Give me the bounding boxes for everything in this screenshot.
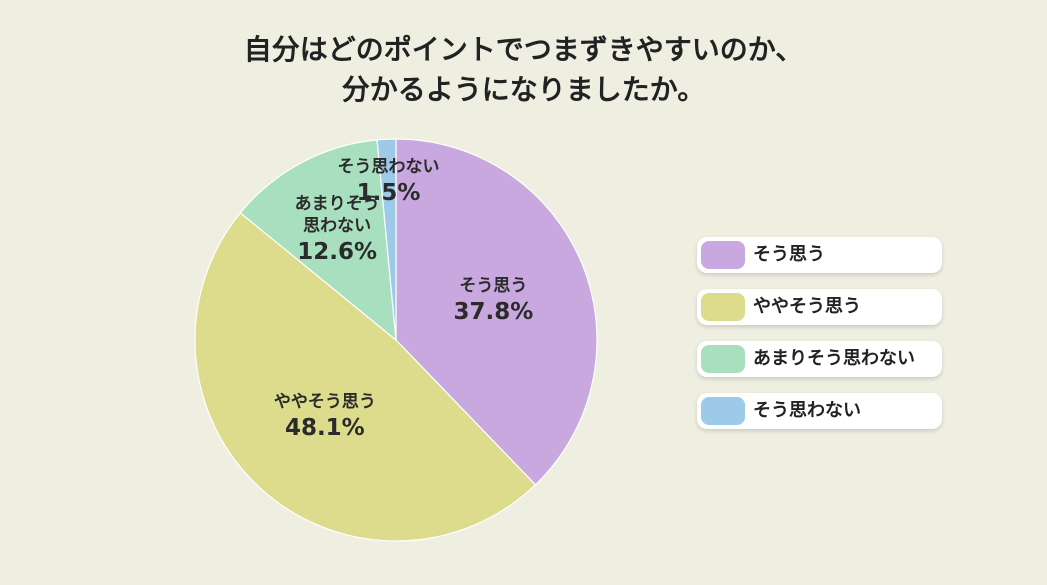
legend-swatch [701, 397, 745, 425]
legend-item: そう思わない [697, 393, 942, 429]
pie-slice [194, 212, 537, 542]
slice-value: 37.8% [453, 298, 534, 325]
legend-swatch [701, 241, 745, 269]
slice-name: そう思わない [337, 157, 440, 178]
legend-label: あまりそう思わない [753, 348, 915, 369]
slice-label: そう思う 37.8% [453, 275, 533, 327]
slice-value: 1.5% [356, 180, 421, 207]
legend-label: そう思わない [753, 400, 861, 421]
legend-item: ややそう思う [697, 289, 942, 325]
slice-value: 48.1% [284, 415, 365, 442]
pie-slice [376, 138, 397, 341]
slice-label: あまりそう思わない 12.6% [287, 193, 387, 267]
slice-name: そう思う [459, 275, 528, 296]
legend-item: あまりそう思わない [697, 341, 942, 377]
pie-slice [239, 139, 397, 342]
legend-label: そう思う [753, 244, 825, 265]
legend-swatch [701, 293, 745, 321]
legend-item: そう思う [697, 237, 942, 273]
slice-value: 12.6% [297, 238, 378, 265]
chart-title: 自分はどのポイントでつまずきやすいのか、 [243, 33, 804, 66]
slice-name: ややそう思う [273, 392, 376, 413]
slice-label: そう思わない 1.5% [338, 156, 440, 208]
legend-label: ややそう思う [753, 296, 861, 317]
legend-swatch [701, 345, 745, 373]
chart-title: 分かるようになりましたか。 [341, 73, 706, 106]
slice-name: あまりそう思わない [294, 193, 380, 236]
slice-label: ややそう思う 48.1% [274, 391, 376, 443]
pie-slice [395, 138, 598, 486]
